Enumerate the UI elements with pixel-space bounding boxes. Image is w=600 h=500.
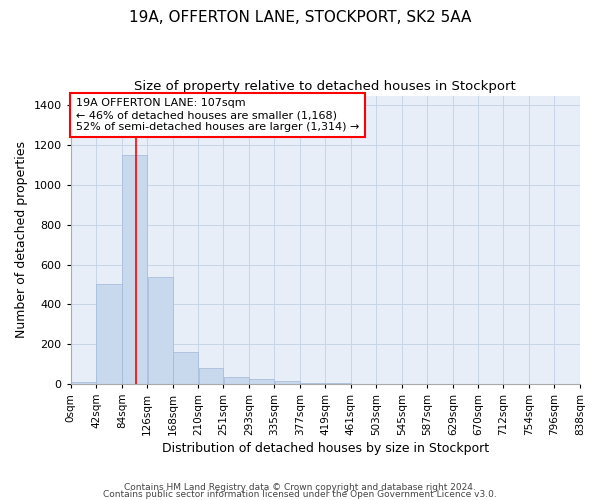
Bar <box>71 382 96 384</box>
Bar <box>300 383 325 384</box>
Bar <box>97 284 122 384</box>
Text: 19A OFFERTON LANE: 107sqm
← 46% of detached houses are smaller (1,168)
52% of se: 19A OFFERTON LANE: 107sqm ← 46% of detac… <box>76 98 359 132</box>
Bar <box>122 155 147 384</box>
Bar <box>249 378 274 384</box>
Bar <box>173 352 198 384</box>
Title: Size of property relative to detached houses in Stockport: Size of property relative to detached ho… <box>134 80 516 93</box>
Y-axis label: Number of detached properties: Number of detached properties <box>15 141 28 338</box>
Bar <box>199 368 223 384</box>
Bar <box>224 377 248 384</box>
Text: Contains public sector information licensed under the Open Government Licence v3: Contains public sector information licen… <box>103 490 497 499</box>
Bar <box>148 276 173 384</box>
X-axis label: Distribution of detached houses by size in Stockport: Distribution of detached houses by size … <box>162 442 489 455</box>
Bar <box>275 381 299 384</box>
Text: 19A, OFFERTON LANE, STOCKPORT, SK2 5AA: 19A, OFFERTON LANE, STOCKPORT, SK2 5AA <box>129 10 471 25</box>
Text: Contains HM Land Registry data © Crown copyright and database right 2024.: Contains HM Land Registry data © Crown c… <box>124 484 476 492</box>
